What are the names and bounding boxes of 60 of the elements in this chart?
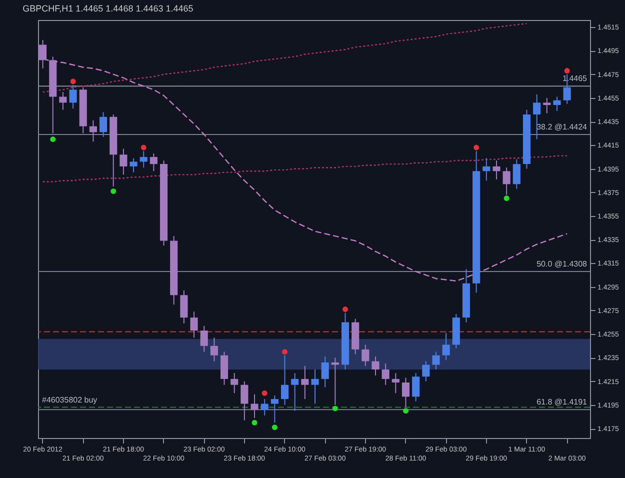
candlestick <box>482 158 490 182</box>
candlestick <box>270 394 278 424</box>
candlestick <box>150 152 158 172</box>
candlestick <box>512 158 520 190</box>
candlestick <box>89 120 97 142</box>
candlestick <box>392 372 400 394</box>
candlestick <box>130 158 138 173</box>
candlestick <box>230 372 238 394</box>
point <box>342 306 348 312</box>
candlestick <box>220 351 228 386</box>
line-series <box>42 22 528 93</box>
candlestick <box>59 92 67 110</box>
candlestick <box>140 150 148 168</box>
candlestick <box>120 148 128 176</box>
point <box>332 406 338 412</box>
point <box>262 390 268 396</box>
chart-title: GBPCHF,H1 1.4465 1.4468 1.4463 1.4465 <box>22 3 194 14</box>
candlestick <box>311 369 319 404</box>
candlestick <box>412 372 420 402</box>
candlestick <box>372 356 380 376</box>
candlestick <box>301 365 309 400</box>
candlestick <box>291 372 299 412</box>
candlestick <box>492 160 500 180</box>
candlestick <box>543 97 551 114</box>
ref-line-label: 61.8 @1.4191 <box>536 398 588 407</box>
candlestick <box>442 332 450 361</box>
candlestick <box>280 354 289 406</box>
point <box>272 424 278 430</box>
point <box>282 349 288 355</box>
point <box>70 78 76 84</box>
candlestick <box>100 112 108 138</box>
point <box>504 196 510 202</box>
candlestick <box>69 84 77 110</box>
ref-line-label: 50.0 @1.4308 <box>536 260 588 269</box>
candlestick <box>432 351 440 370</box>
candlestick <box>422 360 430 382</box>
point <box>564 68 570 74</box>
point <box>474 144 480 150</box>
candlestick <box>200 325 208 352</box>
candlestick <box>210 337 218 362</box>
line-series <box>42 155 568 182</box>
ref-line-label: #46035802 buy <box>42 395 98 404</box>
candlestick <box>502 167 510 196</box>
candlestick <box>362 344 370 366</box>
candlestick <box>260 398 268 416</box>
candlestick <box>180 290 188 324</box>
candlestick <box>250 394 258 418</box>
point <box>110 188 116 194</box>
candlestick <box>240 380 248 421</box>
candlestick <box>382 363 390 386</box>
point <box>403 408 408 414</box>
point <box>140 144 146 150</box>
point <box>252 420 258 426</box>
candlestick <box>190 311 198 338</box>
candlestick <box>321 356 329 388</box>
candlestick <box>402 377 410 408</box>
point <box>50 136 56 142</box>
candlestick <box>331 357 339 406</box>
candlestick <box>39 40 47 69</box>
candlestick <box>553 96 561 112</box>
